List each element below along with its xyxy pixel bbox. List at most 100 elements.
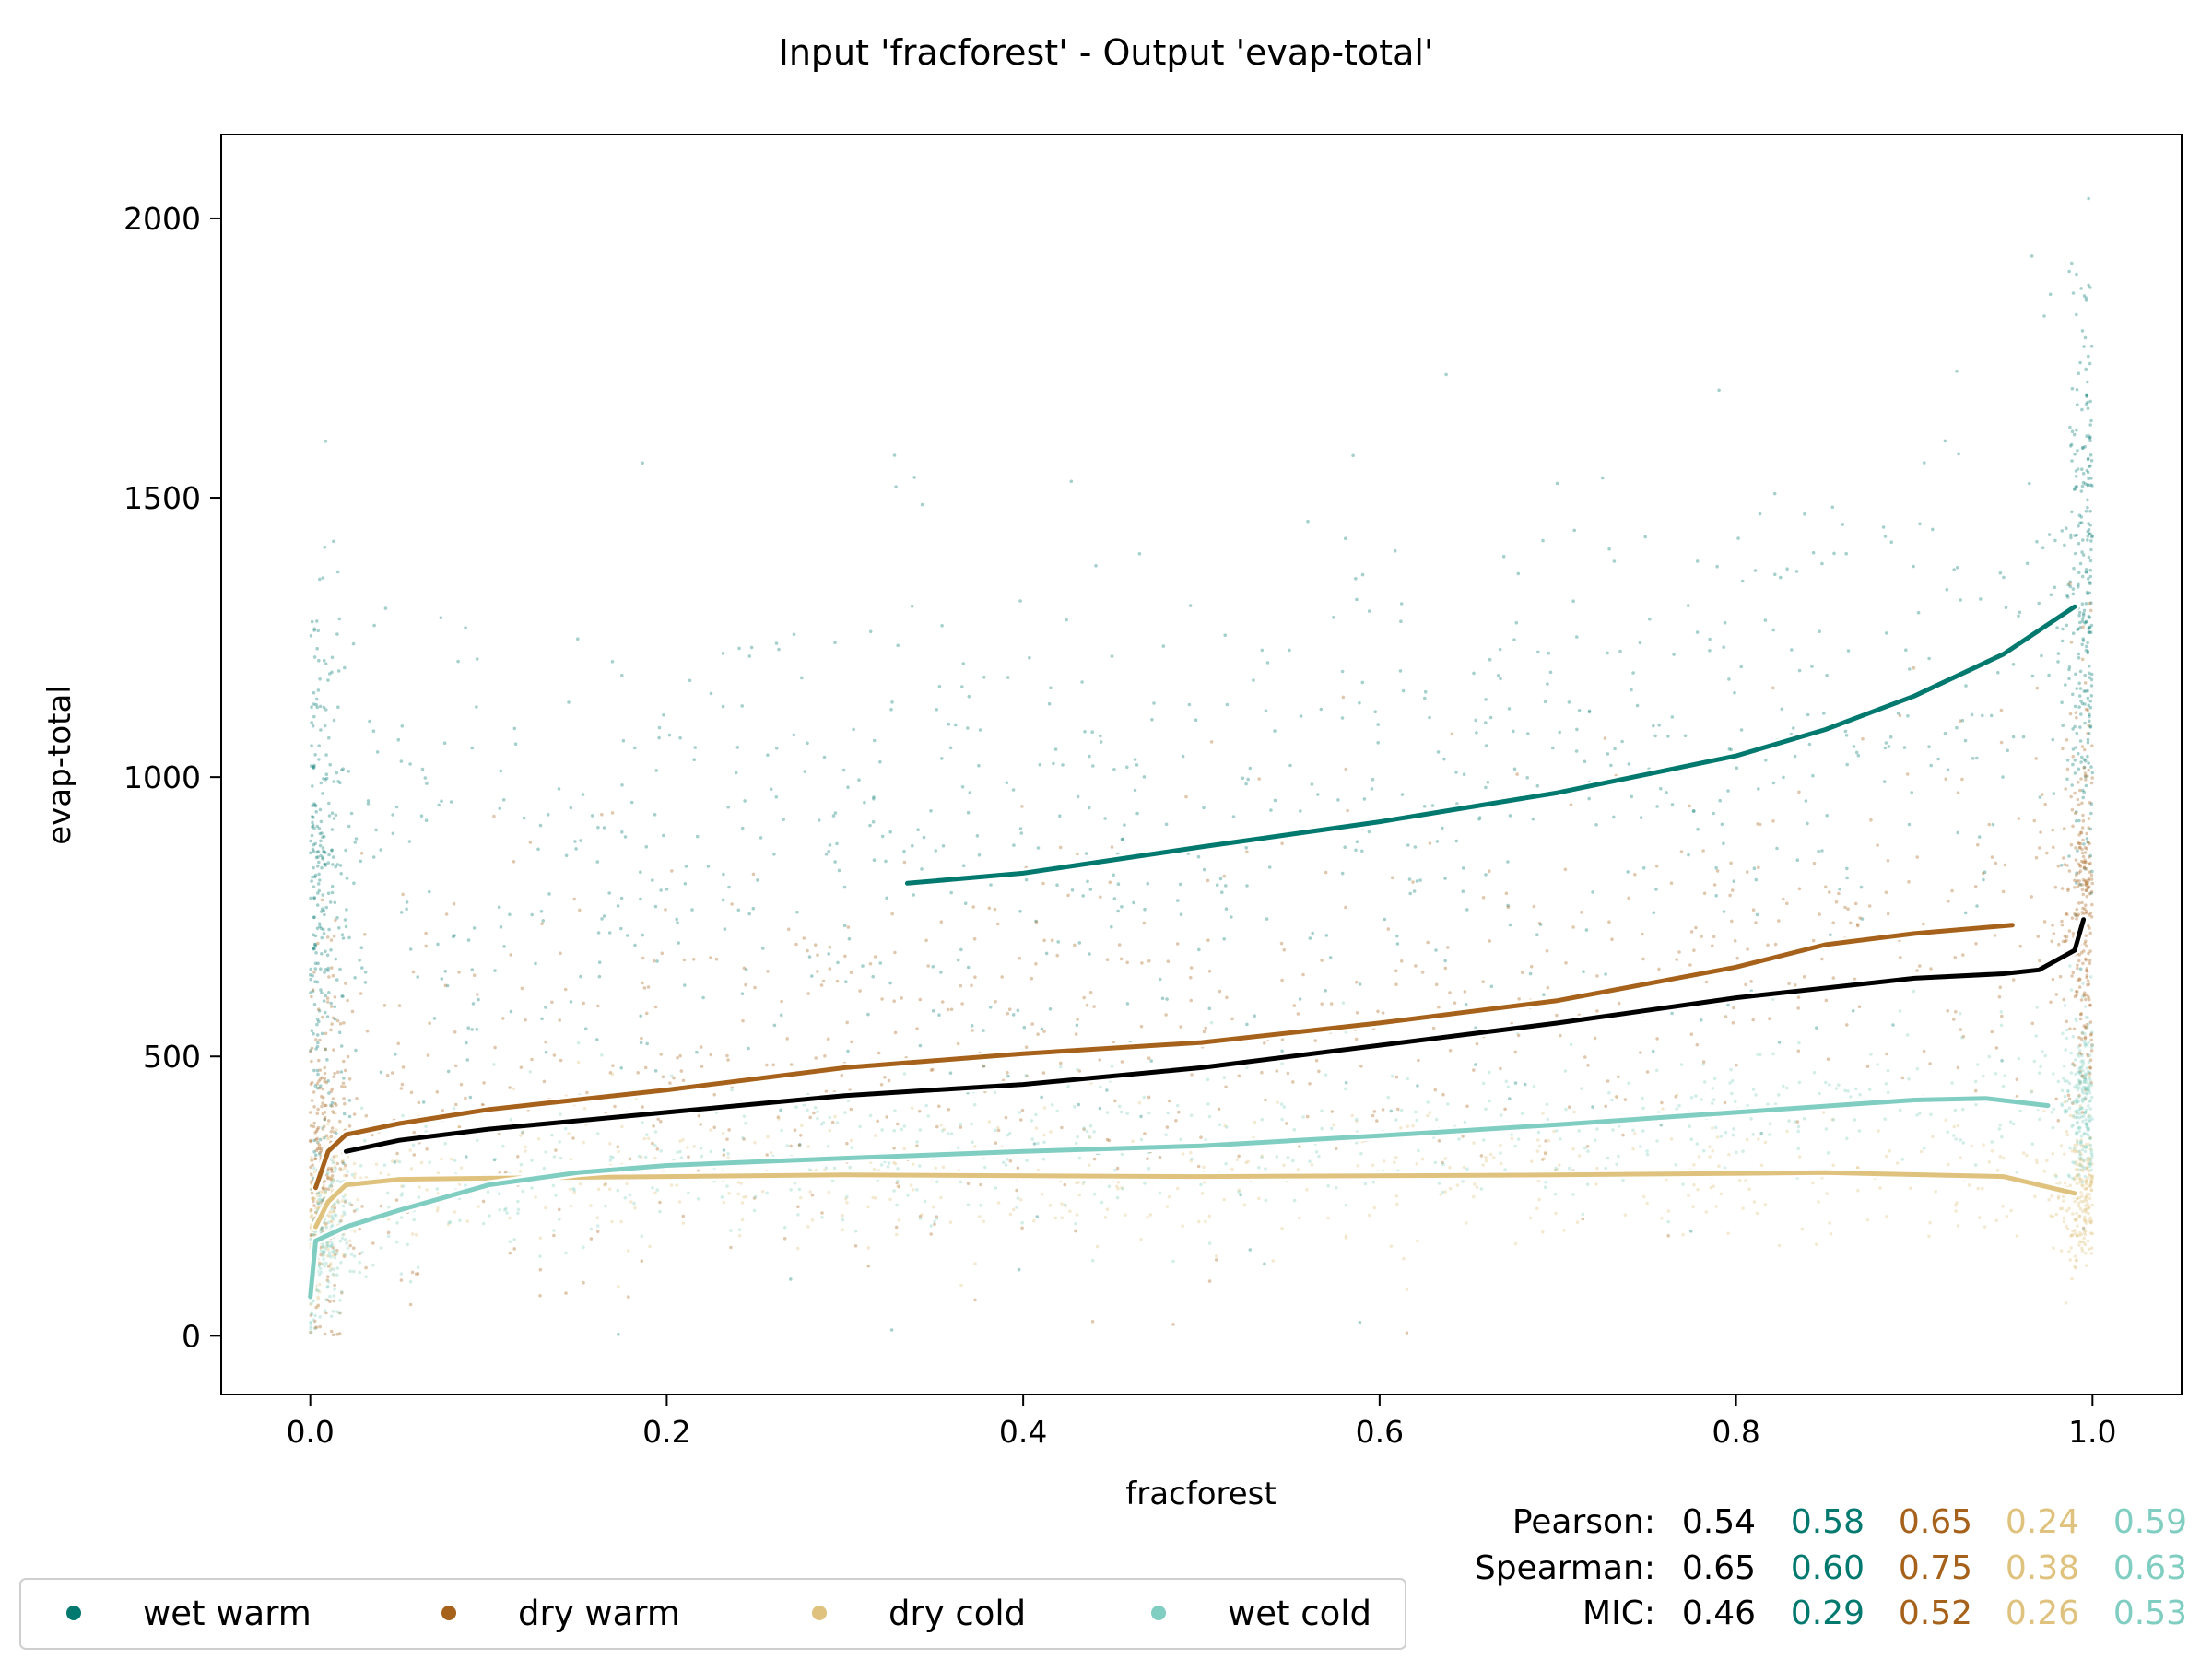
data-point [1712, 883, 1717, 887]
data-point [2082, 765, 2087, 770]
data-point [310, 833, 314, 838]
data-point [1856, 753, 1861, 758]
data-point [617, 1284, 620, 1288]
data-point [1382, 917, 1387, 922]
data-point [331, 1310, 335, 1313]
data-point [1946, 1130, 1949, 1135]
data-point [729, 1229, 733, 1232]
data-point [458, 1218, 462, 1222]
data-point [1730, 1079, 1735, 1083]
data-point [1918, 964, 1922, 968]
data-point [1611, 1128, 1615, 1132]
data-point [321, 1136, 325, 1140]
data-point [2000, 1014, 2004, 1018]
data-point [1115, 1166, 1120, 1171]
data-point [602, 914, 606, 918]
data-point [641, 1121, 644, 1124]
data-point [2037, 601, 2041, 606]
data-point [1050, 938, 1054, 943]
data-point [959, 1122, 963, 1126]
data-point [2087, 1085, 2091, 1089]
data-point [1206, 1102, 1210, 1106]
data-point [1048, 1007, 1053, 1011]
data-point [1796, 1049, 1801, 1053]
data-point [1695, 559, 1700, 563]
data-point [676, 1150, 679, 1155]
data-point [2082, 689, 2086, 693]
data-point [877, 1051, 881, 1055]
data-point [371, 729, 376, 733]
data-point [314, 1288, 319, 1292]
data-point [1120, 905, 1124, 909]
data-point [1954, 1209, 1958, 1213]
data-point [1202, 867, 1206, 872]
data-point [802, 936, 806, 940]
data-point [1818, 1091, 1821, 1096]
data-point [319, 1230, 324, 1234]
data-point [2049, 593, 2053, 597]
data-point [946, 1007, 950, 1012]
data-point [2088, 1071, 2092, 1076]
data-point [858, 1124, 862, 1129]
data-point [310, 1312, 314, 1316]
data-point [316, 1288, 321, 1293]
data-point [349, 811, 354, 816]
data-point [391, 831, 395, 836]
data-point [1694, 925, 1698, 930]
data-point [1074, 1229, 1077, 1233]
data-point [1818, 912, 1821, 916]
data-point [317, 888, 322, 893]
data-point [2087, 614, 2091, 618]
data-point [1544, 1139, 1547, 1143]
data-point [312, 1217, 315, 1221]
data-point [554, 1194, 558, 1197]
data-point [2080, 745, 2085, 748]
data-point [2077, 841, 2081, 846]
data-point [1546, 1117, 1550, 1122]
data-point [1179, 912, 1183, 916]
data-point [2080, 847, 2084, 852]
data-point [1654, 864, 1659, 868]
chart-title: Input 'fracforest' - Output 'evap-total' [779, 32, 1434, 73]
data-point [498, 1207, 501, 1212]
data-point [345, 1241, 348, 1245]
data-point [2089, 1174, 2094, 1179]
data-point [1108, 880, 1112, 885]
data-point [2088, 616, 2092, 619]
data-point [1772, 491, 1777, 496]
data-point [669, 1183, 674, 1187]
data-point [1116, 882, 1121, 886]
data-point [2062, 997, 2066, 1002]
data-point [2085, 867, 2088, 871]
data-point [1853, 901, 1858, 906]
data-point [1475, 1041, 1479, 1046]
data-point [405, 907, 408, 912]
data-point [2075, 1101, 2078, 1105]
data-point [2087, 577, 2090, 581]
data-point [2062, 1064, 2066, 1068]
data-point [1006, 1011, 1010, 1016]
data-point [318, 1086, 322, 1090]
data-point [2088, 827, 2093, 831]
data-point [2086, 696, 2090, 700]
data-point [1711, 1148, 1715, 1153]
data-point [1516, 1137, 1521, 1141]
data-point [2084, 1264, 2088, 1267]
data-point [2084, 1118, 2088, 1122]
data-point [1824, 998, 1829, 1003]
data-point [465, 1219, 470, 1223]
data-point [1595, 974, 1599, 978]
data-point [987, 1120, 992, 1124]
data-point [2088, 1100, 2091, 1103]
data-point [416, 1272, 420, 1276]
data-point [1795, 858, 1800, 862]
data-point [2088, 435, 2092, 440]
data-point [2039, 830, 2042, 834]
data-point [399, 911, 404, 914]
data-point [437, 803, 441, 807]
data-point [2068, 580, 2072, 583]
data-point [2057, 942, 2061, 947]
data-point [1090, 730, 1094, 734]
data-point [330, 1104, 335, 1108]
data-point [316, 688, 321, 692]
